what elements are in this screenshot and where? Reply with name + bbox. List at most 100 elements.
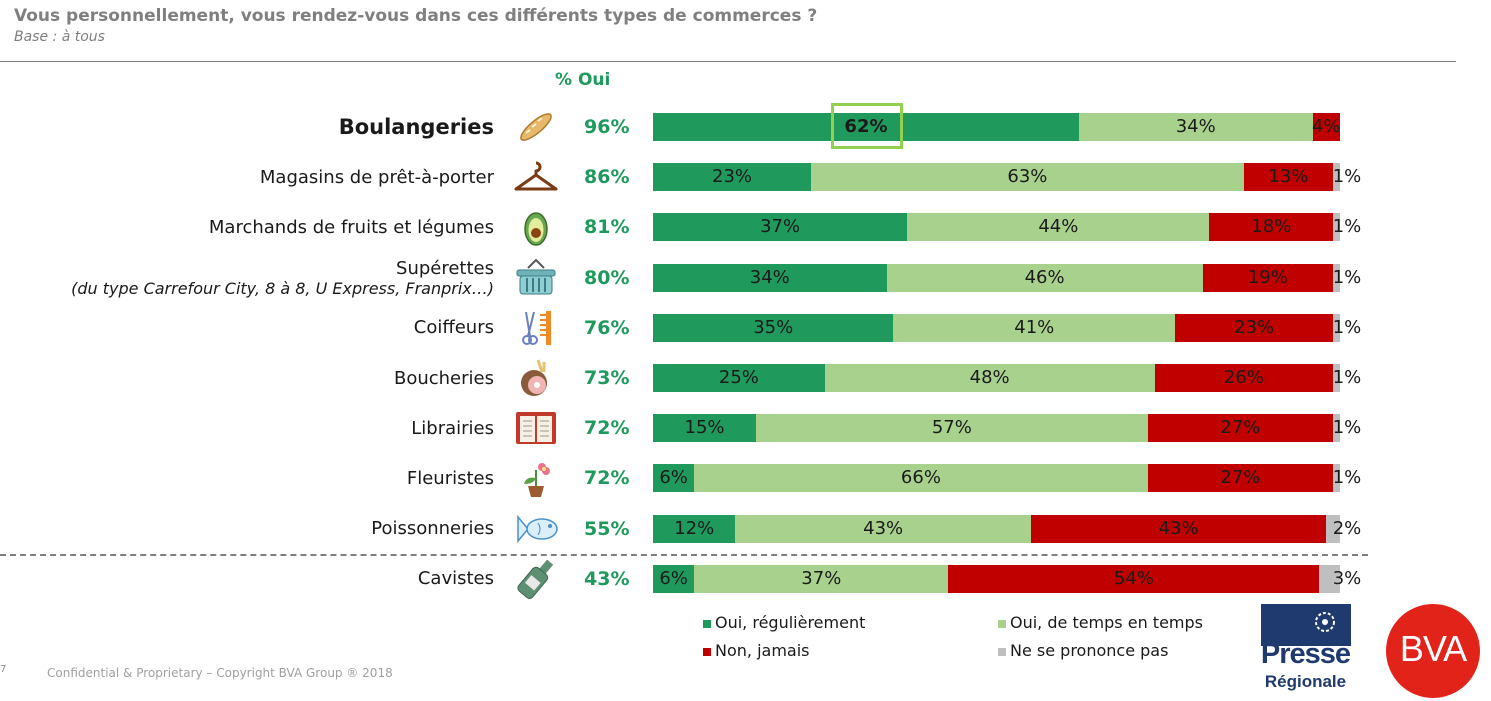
segment-label: 6% [659,467,688,489]
chart-row: Supérettes (du type Carrefour City, 8 à 8… [0,258,1491,298]
bar-segment [1333,414,1340,443]
legend-swatch [703,647,711,656]
bar-segment [653,514,736,543]
book-icon [512,408,560,448]
segment-label: 46% [1024,266,1065,288]
stacked-bar: 34% 46% 19% 1% [653,263,1453,292]
legend-swatch [998,619,1006,628]
segment-label: 3% [1332,567,1362,589]
category-label: Cavistes [418,559,494,599]
stacked-bar: 23% 63% 13% 1% [653,163,1453,192]
bar-segment [653,213,908,242]
bar-segment [1333,364,1340,392]
category-name: Magasins de prêt-à-porter [259,166,494,188]
category-label: Coiffeurs [414,308,494,348]
segment-label: 12% [674,517,715,539]
category-name: Fleuristes [406,467,494,489]
oui-percentage: 81% [584,216,630,239]
header-divider [0,61,1456,62]
bar-segment [1333,213,1340,242]
wine-bottle-icon [512,559,560,599]
segment-label: 18% [1251,216,1292,238]
category-label: Poissonneries [371,509,494,549]
ham-icon [512,358,560,398]
category-label: Boulangeries [339,107,494,147]
bar-segment [1333,464,1340,493]
segment-label: 44% [1038,216,1079,238]
page-mark: 7 [0,664,7,675]
bar-segment [756,414,1148,443]
bar-segment [653,414,757,443]
segment-label: 26% [1223,367,1264,388]
flower-pot-icon [512,458,560,498]
chart-row: Poissonneries 55% 12% 43% 43% 2% [0,509,1491,549]
oui-percentage: 80% [584,266,630,289]
stacked-bar: 6% 66% 27% 1% [653,464,1453,493]
oui-column-header: % Oui [555,70,611,90]
category-name: Boulangeries [338,115,494,139]
bar-segment [886,263,1203,292]
legend-label: Ne se prononce pas [1010,641,1169,660]
bar-segment [694,564,949,593]
presse-logo-box [1261,604,1351,646]
category-name: Poissonneries [371,518,494,540]
bar-segment [1154,364,1334,392]
segment-label: 15% [684,417,725,439]
avocado-icon [512,207,560,247]
chart-row: Cavistes 43% 6% 37% 54% 3% [0,559,1491,599]
segment-label: 37% [760,216,801,238]
segment-label: 23% [711,166,753,188]
bva-logo-text: BVA [1399,628,1467,669]
category-name: Boucheries [393,367,494,389]
segment-label: 41% [1014,316,1055,338]
presse-regionale-logo: Presse Régionale [1259,604,1352,694]
copyright-footer: Confidential & Proprietary – Copyright B… [47,666,393,680]
segment-label: 35% [753,316,794,338]
bar-segment [893,313,1176,342]
bar-segment [653,464,695,493]
bar-segment [1333,263,1340,292]
segment-label: 2% [1332,517,1362,539]
segment-label: 48% [969,367,1010,388]
bar-segment [948,564,1320,593]
oui-percentage: 55% [584,517,630,540]
hanger-icon [512,157,560,197]
segment-label: 37% [801,567,842,589]
stacked-bar: 35% 41% 23% 1% [653,313,1453,342]
segment-label: 1% [1332,367,1362,388]
bar-segment [1326,514,1340,543]
bar-segment [1202,263,1334,292]
bar-segment [1333,313,1340,342]
bar-segment [1333,163,1340,192]
presse-logo-line1: Presse [1260,638,1351,670]
bar-segment [653,313,894,342]
category-subtitle: (du type Carrefour City, 8 à 8, U Expres… [71,278,494,298]
bar-segment [735,514,1031,543]
category-label: Supérettes (du type Carrefour City, 8 à 8… [71,258,494,298]
bar-segment [907,213,1210,242]
oui-percentage: 86% [584,166,630,189]
segment-label: 1% [1332,467,1362,489]
segment-label: 66% [900,467,941,489]
segment-label: 23% [1234,316,1275,338]
bar-segment [1078,113,1313,141]
segment-label: 1% [1332,316,1362,338]
bar-segment [653,564,695,593]
segment-label: 1% [1332,417,1362,439]
segment-label: 43% [1158,517,1199,539]
category-name: Coiffeurs [413,317,494,339]
segment-label: 34% [749,266,790,288]
chart-row: Magasins de prêt-à-porter 86% 23% 63% 13% 1% [0,157,1491,197]
chart-title: Vous personnellement, vous rendez-vous d… [14,6,818,26]
oui-percentage: 76% [584,316,630,339]
category-label: Fleuristes [407,458,494,498]
stacked-bar: 25% 48% 26% 1% [653,364,1453,392]
segment-label: 4% [1311,116,1341,137]
category-name: Marchands de fruits et légumes [208,216,494,238]
oui-percentage: 43% [584,567,630,590]
highlight-box [831,103,903,149]
chart-row: Librairies 72% 15% 57% 27% 1% [0,408,1491,448]
segment-label: 62% [844,116,888,137]
star-burst-icon [1315,612,1335,632]
segment-label: 27% [1220,467,1261,489]
